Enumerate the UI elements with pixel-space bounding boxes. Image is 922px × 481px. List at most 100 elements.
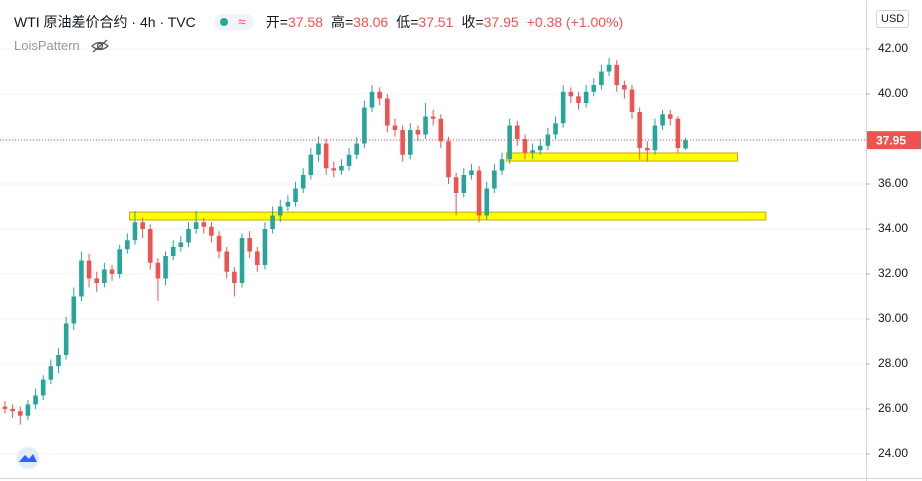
candle-body <box>560 91 566 124</box>
currency[interactable]: USD <box>876 10 910 28</box>
candle-body <box>140 222 145 229</box>
candle-body <box>86 260 92 279</box>
candle-body <box>392 125 398 131</box>
candle-body <box>599 71 604 86</box>
candle-body <box>323 143 329 169</box>
legend-value: 38.06 <box>353 14 389 30</box>
last-price-label: 37.95 <box>876 133 906 147</box>
y-tick-label: 34.00 <box>878 221 908 235</box>
candle-body <box>117 249 122 274</box>
candle-body <box>461 175 467 193</box>
candle-body <box>125 240 130 250</box>
candle-body <box>285 201 291 207</box>
candle-body <box>438 118 444 142</box>
candle-body <box>583 91 589 104</box>
candle-body <box>476 170 482 216</box>
candle-body <box>453 177 459 193</box>
candle-body <box>354 143 360 155</box>
candle-body <box>591 85 597 92</box>
header: WTI 原油差价合约 · 4h · TVC ≈ 开=37.58 高=38.06 低=… <box>14 12 631 32</box>
candle-body <box>163 255 168 279</box>
candle-body <box>507 125 512 160</box>
candle-body <box>300 175 306 189</box>
candle-body <box>499 159 505 171</box>
indicator[interactable]: LoisPattern <box>14 38 110 53</box>
candle-body <box>308 154 314 176</box>
candle-body <box>446 141 451 178</box>
legend-label: 开= <box>265 14 288 30</box>
candle-body <box>209 226 214 236</box>
y-tick-label: 26.00 <box>878 401 908 415</box>
price-zone <box>506 152 739 162</box>
candle-body <box>576 96 581 104</box>
y-tick-label: 36.00 <box>878 176 908 190</box>
candle-body <box>25 404 31 416</box>
candle-body <box>423 116 428 135</box>
price-zone <box>129 211 767 221</box>
candle-body <box>170 246 176 256</box>
candle-body <box>515 125 520 140</box>
legend-label: 低= <box>396 14 419 30</box>
candle-body <box>239 237 245 283</box>
candle-body <box>2 406 8 409</box>
candle-body <box>255 251 260 265</box>
candle-body <box>568 91 574 97</box>
visibility-icon[interactable] <box>90 39 110 53</box>
candle-body <box>40 379 46 396</box>
candle-body <box>33 395 38 405</box>
candle-body <box>316 143 321 155</box>
candle-body <box>270 215 275 229</box>
y-tick-label: 42.00 <box>878 41 908 55</box>
y-tick-label: 40.00 <box>878 86 908 100</box>
candle-body <box>530 150 535 153</box>
candle-body <box>48 366 54 380</box>
svg-text:≈: ≈ <box>238 14 246 30</box>
y-tick-label: 28.00 <box>878 356 908 370</box>
candle-body <box>645 148 650 151</box>
candle-body <box>94 278 100 283</box>
change: +0.38 (+1.00%) <box>526 14 624 30</box>
candle-body <box>262 228 268 265</box>
last-price-box <box>867 131 921 150</box>
candle-body <box>469 170 474 176</box>
candle-body <box>637 112 642 149</box>
candle-body <box>331 168 337 171</box>
candle-body <box>652 125 658 151</box>
candle-body <box>606 64 612 72</box>
legend-value: 37.95 <box>483 14 519 30</box>
candle-body <box>109 269 115 274</box>
candle-body <box>277 206 283 216</box>
candle-body <box>178 242 184 247</box>
legend-value: 37.58 <box>287 14 323 30</box>
candle-body <box>186 228 191 243</box>
candle-body <box>147 228 153 263</box>
candle-body <box>79 260 84 297</box>
candle-body <box>10 408 15 412</box>
candle-body <box>683 140 688 149</box>
candle-body <box>339 166 344 171</box>
y-tick-label: 24.00 <box>878 446 908 460</box>
candle-body <box>56 354 61 367</box>
candle-body <box>293 188 298 202</box>
candle-body <box>71 296 77 324</box>
y-tick-label: 30.00 <box>878 311 908 325</box>
candle-body <box>667 114 673 119</box>
candle-body <box>660 114 665 126</box>
candle-body <box>247 237 252 252</box>
candle-body <box>155 262 161 279</box>
candle-body <box>400 130 405 155</box>
candle-body <box>201 222 207 227</box>
logo <box>17 447 39 469</box>
indicator-name[interactable]: LoisPattern <box>14 38 80 53</box>
candle-body <box>675 118 681 149</box>
candle-body <box>553 123 558 135</box>
candle-body <box>545 134 551 146</box>
candle-body <box>132 222 138 241</box>
candle-body <box>407 130 413 155</box>
candle-body <box>63 323 69 355</box>
candle-body <box>385 98 390 126</box>
y-tick-label: 32.00 <box>878 266 908 280</box>
candle-body <box>430 116 436 119</box>
